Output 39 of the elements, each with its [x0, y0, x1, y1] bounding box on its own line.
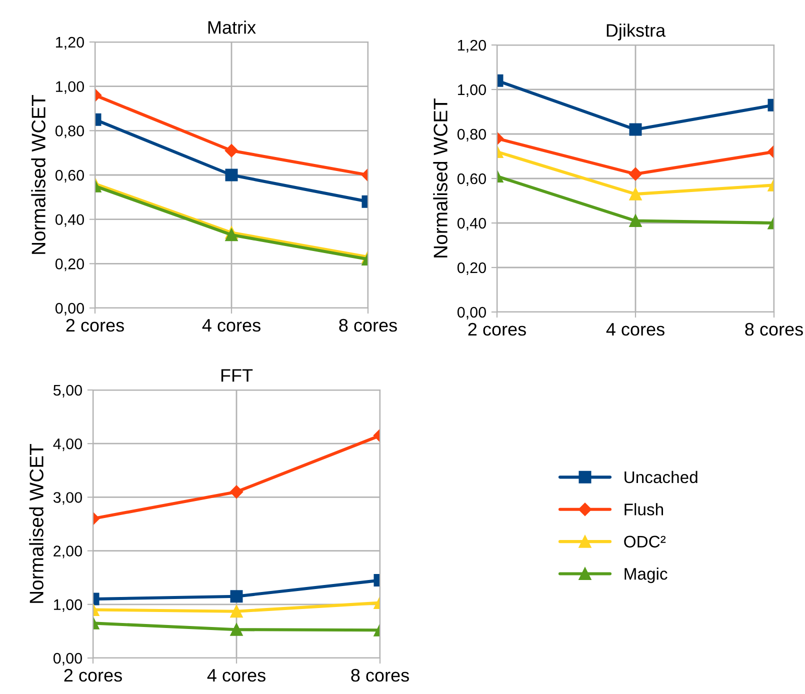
chart-title: FFT	[221, 369, 253, 382]
y-tick-label: 0,00	[457, 306, 486, 320]
y-tick-label: 0,00	[55, 302, 84, 316]
y-tick-label: 0,80	[55, 126, 84, 138]
x-tick-label: 2 cores	[64, 668, 122, 682]
y-tick-label: 1,20	[56, 36, 84, 50]
y-tick-label: 4,00	[53, 438, 82, 452]
y-tick-label: 5,00	[53, 384, 82, 398]
legend-label: Flush	[624, 503, 664, 516]
x-tick-label: 8 cores	[351, 668, 409, 682]
y-tick-label: 0,20	[457, 262, 486, 275]
chart-title: Djikstra	[606, 24, 666, 40]
legend-label: Magic	[624, 568, 668, 584]
y-tick-label: 0,80	[457, 128, 486, 142]
x-tick-label: 4 cores	[202, 319, 260, 332]
y-axis-title: Normalised WCET	[29, 444, 44, 603]
x-tick-label: 2 cores	[66, 318, 124, 332]
y-tick-label: 3,00	[53, 492, 82, 505]
chart-title: Matrix	[208, 20, 256, 34]
y-axis-title: Normalised WCET	[31, 94, 46, 254]
y-tick-label: 1,00	[54, 599, 82, 612]
y-tick-label: 1,00	[56, 81, 84, 94]
x-tick-label: 4 cores	[606, 323, 664, 336]
y-tick-label: 0,60	[457, 173, 486, 186]
x-tick-label: 8 cores	[339, 318, 397, 332]
y-tick-label: 0,00	[53, 652, 82, 666]
legend-label: ODC²	[624, 536, 666, 548]
y-tick-label: 1,00	[458, 84, 486, 97]
y-tick-label: 0,40	[457, 218, 486, 230]
y-tick-label: 1,20	[458, 40, 486, 52]
y-tick-label: 0,40	[55, 214, 84, 227]
y-tick-label: 0,60	[55, 170, 84, 182]
y-axis-title: Normalised WCET	[433, 98, 448, 258]
x-tick-label: 2 cores	[468, 322, 526, 336]
legend-label: Uncached	[624, 470, 698, 484]
x-tick-label: 4 cores	[207, 669, 266, 682]
x-tick-label: 8 cores	[745, 322, 803, 336]
y-tick-label: 0,20	[55, 258, 84, 272]
y-tick-label: 2,00	[54, 546, 82, 558]
